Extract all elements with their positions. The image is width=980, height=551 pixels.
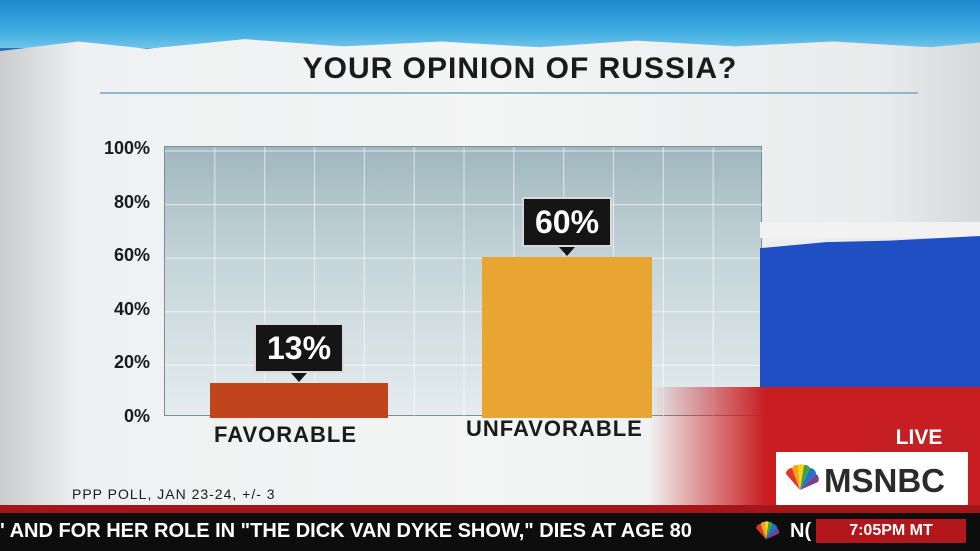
x-category-label: FAVORABLE xyxy=(214,422,358,447)
plot-area xyxy=(164,146,763,417)
y-tick-label: 80% xyxy=(113,191,150,212)
bar-favorable xyxy=(210,383,388,418)
y-tick-label: 100% xyxy=(103,138,150,158)
y-tick-label: 40% xyxy=(113,298,150,319)
chart-title: YOUR OPINION OF RUSSIA? xyxy=(302,52,738,85)
data-label-pointer xyxy=(291,373,307,383)
bar-unfavorable xyxy=(482,257,652,418)
poll-source-note: PPP POLL, JAN 23-24, +/- 3 xyxy=(72,486,276,502)
network-logo-box: MSNBC xyxy=(776,452,968,510)
ticker-time: 7:05PM MT xyxy=(816,519,966,543)
title-divider xyxy=(100,92,918,94)
news-ticker: ' AND FOR HER ROLE IN "THE DICK VAN DYKE… xyxy=(0,513,980,551)
top-banner xyxy=(0,0,980,48)
peacock-icon xyxy=(786,464,819,490)
data-label-pointer xyxy=(559,247,575,257)
y-tick-label: 0% xyxy=(123,406,150,426)
data-label: 13% xyxy=(254,323,344,374)
y-tick-label: 60% xyxy=(113,245,150,266)
ticker-headline: ' AND FOR HER ROLE IN "THE DICK VAN DYKE… xyxy=(0,520,692,542)
y-tick-label: 20% xyxy=(113,352,150,373)
flag-white-stripe xyxy=(760,222,980,238)
ticker-peacock-icon xyxy=(756,521,780,540)
x-category-label: UNFAVORABLE xyxy=(466,416,643,441)
data-label: 60% xyxy=(522,197,612,248)
ticker-accent xyxy=(0,505,980,515)
network-name: MSNBC xyxy=(824,462,945,499)
flag-blue-stripe xyxy=(760,236,980,388)
ticker-partial-text: N( xyxy=(790,520,812,542)
live-badge: LIVE xyxy=(870,424,968,452)
grid-lines xyxy=(165,147,763,417)
